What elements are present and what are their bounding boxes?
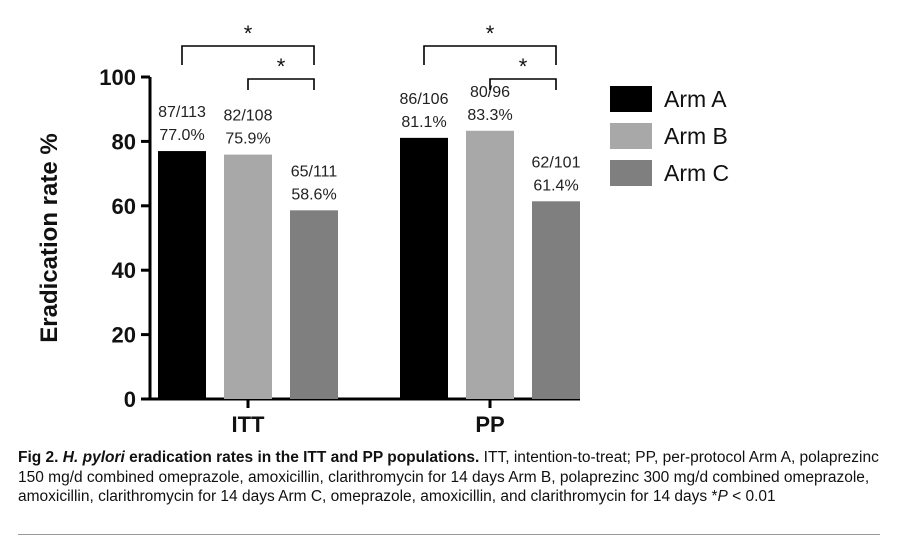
- bar-itt-series-0: [158, 151, 206, 399]
- legend-swatch-0: [610, 86, 652, 112]
- bar-pct-label-1-2: 61.4%: [533, 177, 578, 194]
- bar-itt-series-2: [290, 210, 338, 399]
- y-tick-label-5: 100: [99, 65, 136, 90]
- caption-divider: [18, 534, 880, 535]
- x-tick-label-pp: PP: [475, 412, 504, 437]
- significance-star-0: *: [244, 21, 253, 46]
- bar-pct-label-0-0: 77.0%: [159, 127, 204, 144]
- caption-title: eradication rates in the ITT and PP popu…: [124, 449, 480, 466]
- bar-pp-series-1: [466, 130, 514, 400]
- bar-pct-label-1-1: 83.3%: [467, 107, 512, 124]
- y-axis-title: Eradication rate %: [36, 133, 63, 342]
- bar-count-label-0-1: 82/108: [224, 108, 273, 125]
- bar-pp-series-2: [532, 201, 580, 399]
- bar-pct-label-0-2: 58.6%: [291, 186, 336, 203]
- significance-star-2: *: [486, 21, 495, 46]
- caption-fig-label: Fig 2.: [18, 449, 59, 466]
- bar-pct-label-0-1: 75.9%: [225, 131, 270, 148]
- bar-pp-series-0: [400, 137, 448, 399]
- caption-p-value: < 0.01: [727, 488, 776, 505]
- significance-star-3: *: [519, 54, 528, 79]
- bar-count-label-1-0: 86/106: [400, 91, 449, 108]
- bar-count-label-0-2: 65/111: [291, 163, 338, 180]
- legend-swatch-1: [610, 123, 652, 149]
- y-tick-label-4: 80: [112, 129, 136, 154]
- significance-bracket-2: [423, 45, 557, 65]
- figure-caption: Fig 2. H. pylori eradication rates in th…: [18, 448, 880, 507]
- bar-count-label-1-1: 80/96: [470, 84, 510, 101]
- caption-title-italic: H. pylori: [62, 449, 125, 466]
- caption-p-symbol: P: [717, 488, 728, 505]
- significance-bracket-1: [247, 78, 315, 90]
- bar-itt-series-1: [224, 154, 272, 399]
- y-tick-label-3: 60: [112, 194, 136, 219]
- legend-label-2: Arm C: [664, 160, 729, 186]
- y-tick-label-2: 40: [112, 258, 136, 283]
- bar-pct-label-1-0: 81.1%: [401, 114, 446, 131]
- significance-bracket-3: [489, 78, 557, 90]
- y-tick-label-0: 0: [124, 387, 136, 412]
- legend-label-1: Arm B: [664, 123, 728, 149]
- significance-star-1: *: [277, 54, 286, 79]
- legend-label-0: Arm A: [664, 86, 727, 112]
- bar-count-label-0-0: 87/113: [158, 104, 206, 121]
- legend-swatch-2: [610, 160, 652, 186]
- y-tick-label-1: 20: [112, 323, 136, 348]
- bar-chart: 0 20 40 60 80 100 Eradication rate % 87/113 77.0…: [36, 21, 729, 437]
- x-tick-label-itt: ITT: [232, 412, 266, 437]
- caption-body: ITT, intention-to-treat; PP, per-protoco…: [18, 449, 879, 505]
- significance-bracket-0: [181, 45, 315, 65]
- bar-count-label-1-2: 62/101: [532, 154, 581, 171]
